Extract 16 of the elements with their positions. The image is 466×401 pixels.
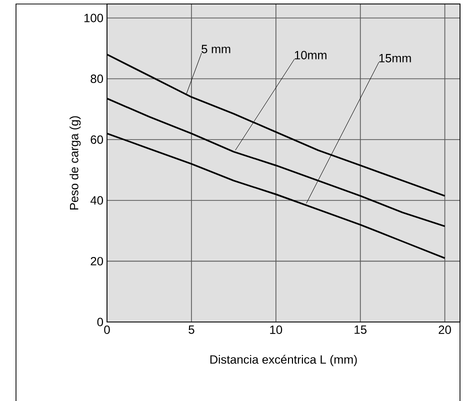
y-tick-label: 60 [90, 135, 104, 144]
y-tick-label: 100 [84, 14, 104, 22]
y-tick-label: 40 [90, 196, 104, 205]
y-tick-label: 80 [90, 74, 104, 84]
x-tick-label: 15 [354, 326, 366, 334]
y-tick-label: 20 [90, 256, 104, 266]
x-tick-label: 0 [104, 326, 110, 334]
x-tick-label: 10 [270, 326, 282, 334]
x-tick-label: 20 [438, 326, 451, 334]
y-axis-title: Peso de carga (g) [70, 116, 81, 210]
text: 15mm [379, 54, 411, 62]
y-tick-label: 0 [97, 318, 104, 326]
text: 5 mm [202, 44, 230, 54]
text: 10mm [294, 50, 326, 60]
x-tick-label: 5 [188, 326, 194, 334]
x-axis-title: Distancia excéntrica L (mm) [210, 354, 357, 366]
